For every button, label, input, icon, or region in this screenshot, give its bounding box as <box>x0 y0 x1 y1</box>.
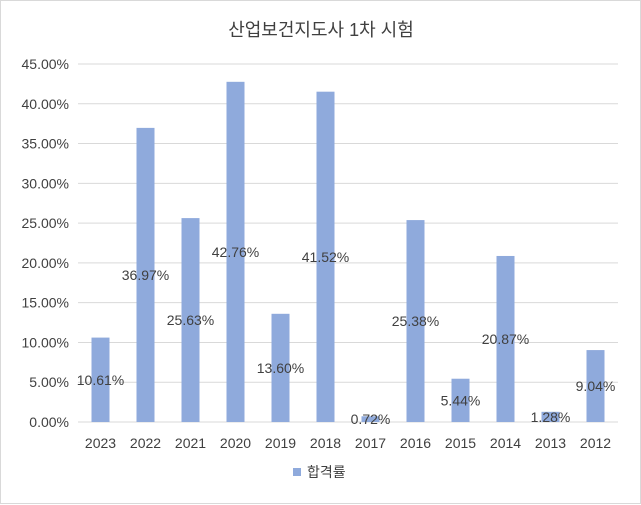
x-tick-label: 2013 <box>535 435 566 451</box>
data-label: 13.60% <box>257 360 304 376</box>
y-tick-label: 10.00% <box>22 334 69 350</box>
x-tick-label: 2014 <box>490 435 521 451</box>
data-label: 36.97% <box>122 267 169 283</box>
data-label: 42.76% <box>212 244 259 260</box>
bar <box>316 91 335 422</box>
bar <box>226 81 245 423</box>
bars <box>91 81 605 423</box>
data-label: 0.72% <box>351 411 391 427</box>
chart-title: 산업보건지도사 1차 시험 <box>228 20 414 40</box>
data-label: 1.28% <box>531 409 571 425</box>
data-label: 5.44% <box>441 392 481 408</box>
x-tick-label: 2019 <box>265 435 296 451</box>
x-axis-ticks: 2023 2022 2021 2020 2019 2018 2017 2016 2015 2014… <box>85 435 611 451</box>
x-tick-label: 2023 <box>85 435 116 451</box>
x-tick-label: 2022 <box>130 435 161 451</box>
y-tick-label: 35.00% <box>22 136 69 152</box>
y-tick-label: 0.00% <box>29 414 69 430</box>
bar <box>181 218 200 422</box>
bar <box>496 255 515 422</box>
bar <box>406 220 425 422</box>
bar <box>271 313 290 422</box>
data-label: 25.63% <box>167 312 214 328</box>
legend-swatch <box>293 468 301 476</box>
x-tick-label: 2018 <box>310 435 341 451</box>
x-tick-label: 2016 <box>400 435 431 451</box>
y-tick-label: 15.00% <box>22 295 69 311</box>
gridlines <box>78 63 618 423</box>
bar <box>451 378 470 422</box>
data-label: 25.38% <box>392 313 439 329</box>
data-label: 10.61% <box>77 372 124 388</box>
data-labels: 10.61% 36.97% 25.63% 42.76% 13.60% 41.52% 0.72… <box>77 244 616 427</box>
bar <box>361 416 380 422</box>
y-tick-label: 45.00% <box>22 56 69 72</box>
x-tick-label: 2021 <box>175 435 206 451</box>
y-tick-label: 20.00% <box>22 255 69 271</box>
y-tick-label: 30.00% <box>22 175 69 191</box>
legend-label: 합격률 <box>307 464 346 480</box>
bar <box>541 411 560 422</box>
bar <box>91 337 110 422</box>
x-tick-label: 2017 <box>355 435 386 451</box>
legend: 합격률 <box>293 464 346 480</box>
data-label: 20.87% <box>482 331 529 347</box>
y-axis-ticks: 0.00% 5.00% 10.00% 15.00% 20.00% 25.00% 30.00%… <box>22 56 69 430</box>
data-label: 41.52% <box>302 249 349 265</box>
bar <box>136 127 155 422</box>
data-label: 9.04% <box>576 378 616 394</box>
x-tick-label: 2015 <box>445 435 476 451</box>
bar <box>586 350 605 422</box>
y-tick-label: 25.00% <box>22 215 69 231</box>
y-tick-label: 40.00% <box>22 96 69 112</box>
y-tick-label: 5.00% <box>29 374 69 390</box>
x-tick-label: 2020 <box>220 435 251 451</box>
x-tick-label: 2012 <box>580 435 611 451</box>
